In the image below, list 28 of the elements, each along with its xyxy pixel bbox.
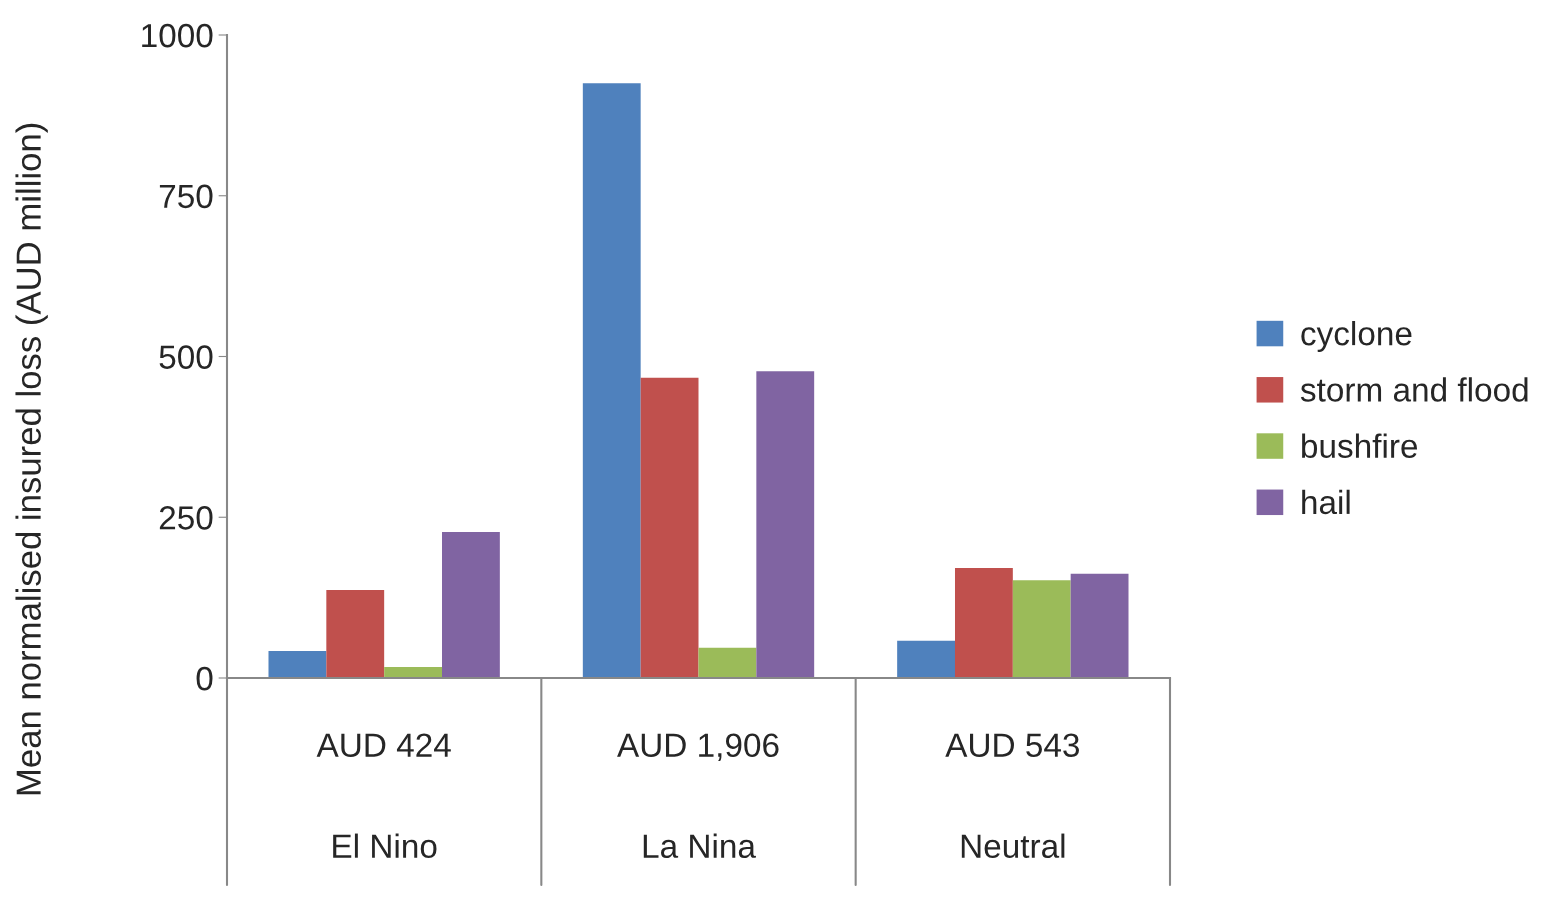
bar — [756, 371, 815, 678]
bar — [384, 667, 442, 678]
total-label: AUD 1,906 — [617, 733, 779, 761]
bar — [326, 589, 385, 678]
bar — [1012, 580, 1071, 678]
legend-label: bushfire — [1302, 433, 1418, 458]
x-tick-label: El Nino — [333, 833, 437, 859]
bar — [268, 650, 327, 678]
x-tick-label: Neutral — [961, 833, 1065, 859]
bar — [582, 83, 641, 678]
legend-label: cyclone — [1301, 320, 1412, 353]
bar — [1070, 573, 1129, 678]
bar — [897, 640, 955, 678]
y-tick-label: 750 — [159, 184, 213, 209]
bar — [698, 647, 757, 678]
bar — [442, 532, 500, 678]
y-axis-title: Mean normalised insured loss (AUD million) — [15, 123, 48, 795]
x-tick-label: La Nina — [643, 833, 756, 859]
total-label: AUD 424 — [316, 733, 451, 758]
legend-label: storm and flood — [1300, 377, 1528, 402]
legend-label: hail — [1302, 489, 1350, 515]
bar — [640, 377, 699, 678]
y-tick-label: 0 — [196, 666, 213, 691]
y-tick-label: 1000 — [142, 23, 213, 48]
y-tick-label: 250 — [159, 506, 213, 530]
bar — [955, 568, 1013, 678]
total-label: AUD 543 — [945, 733, 1079, 758]
y-tick-label: 500 — [159, 345, 213, 369]
